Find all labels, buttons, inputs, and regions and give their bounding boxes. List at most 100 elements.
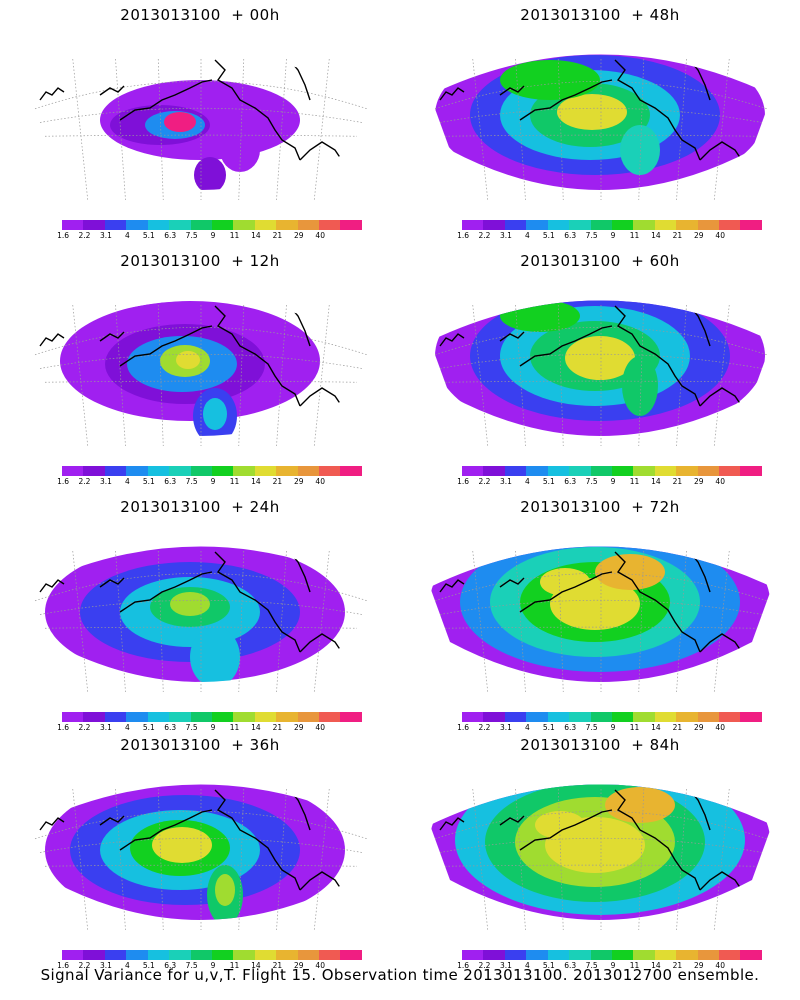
coastline: [519, 571, 613, 613]
colorbar-swatch: [211, 466, 234, 476]
colorbar-swatches: [62, 712, 362, 722]
panel-title: 2013013100 + 48h: [520, 6, 680, 24]
colorbar-tick-label: 21: [272, 961, 283, 970]
colorbar-tick-label: 7.5: [185, 231, 198, 240]
colorbar-tick-label: 5.1: [142, 961, 155, 970]
colorbar-tick-label: 9: [210, 477, 216, 486]
colorbar-swatch: [233, 712, 255, 722]
longitude-line: [557, 58, 564, 201]
colorbar-swatch: [654, 466, 677, 476]
longitude-line: [72, 788, 89, 931]
graticule: [434, 550, 768, 693]
coastline: [629, 784, 711, 831]
latitude-line: [39, 107, 363, 123]
colorbar-swatches: [62, 950, 362, 960]
colorbar-tick-label: 4: [124, 961, 130, 970]
variance-contour: [194, 157, 226, 190]
longitude-line: [313, 304, 330, 447]
colorbar-swatch: [547, 220, 570, 230]
longitude-line: [276, 58, 287, 201]
colorbar-tick-label: 29: [694, 723, 704, 732]
colorbar-tick-label: 11: [229, 723, 240, 732]
colorbar-swatch: [569, 712, 591, 722]
coastline: [499, 577, 525, 588]
colorbar: 1.6 2.2 3.1 4 5.1 6.3 7.5 9 11 14 21 29 40: [457, 220, 762, 244]
coastline: [439, 817, 465, 831]
colorbar-tick-label: 9: [610, 477, 616, 486]
colorbar-swatch: [147, 466, 170, 476]
colorbar-tick-label: 11: [629, 477, 640, 486]
colorbar-swatch: [633, 712, 655, 722]
map-plot: [430, 546, 770, 693]
coastline: [39, 579, 65, 593]
latitude-line: [439, 837, 763, 853]
latitude-line: [434, 573, 768, 602]
coastline: [629, 300, 711, 347]
colorbar-swatch: [740, 466, 762, 476]
colorbar-swatch: [504, 220, 527, 230]
colorbar-swatch: [254, 220, 277, 230]
colorbar-swatch: [526, 466, 548, 476]
colorbar-tick-label: 5.1: [142, 231, 155, 240]
colorbar-tick-label: 29: [694, 961, 704, 970]
colorbar-tick-label: 6.3: [564, 723, 577, 732]
colorbar-tick-label: 11: [629, 723, 640, 732]
colorbar-swatches: [462, 950, 762, 960]
colorbar-swatch: [740, 950, 762, 960]
colorbar-swatch: [697, 950, 720, 960]
coastlines: [439, 300, 753, 427]
longitude-line: [115, 550, 126, 693]
colorbar-swatch: [611, 712, 634, 722]
variance-field: [435, 300, 765, 436]
latitude-line: [34, 327, 368, 356]
colorbar-swatch: [526, 712, 548, 722]
longitude-line: [472, 550, 489, 693]
colorbar-swatch: [697, 712, 720, 722]
variance-contour: [152, 827, 212, 863]
colorbar-tick-label: 21: [272, 477, 283, 486]
colorbar-swatch: [126, 466, 148, 476]
coastline: [99, 85, 125, 96]
colorbar-tick-label: 11: [229, 477, 240, 486]
longitude-line: [238, 788, 245, 931]
variance-field: [45, 546, 345, 682]
colorbar-tick-label: 3.1: [99, 723, 112, 732]
colorbar-tick-label: 14: [251, 961, 261, 970]
latitude-line: [39, 353, 363, 369]
longitude-line: [238, 550, 245, 693]
colorbar-tick-label: 11: [629, 231, 640, 240]
graticule: [34, 58, 368, 201]
coastline: [614, 59, 701, 161]
variance-contour: [190, 627, 240, 682]
colorbar-tick-label: 14: [651, 961, 661, 970]
coastline: [99, 331, 125, 342]
colorbar-swatch: [104, 950, 127, 960]
colorbar-tick-label: 7.5: [585, 723, 598, 732]
colorbar-swatch: [569, 466, 591, 476]
coastline: [614, 305, 701, 407]
colorbar-swatch: [340, 950, 362, 960]
coastline: [629, 546, 711, 593]
colorbar-tick-label: 14: [651, 231, 661, 240]
colorbar-swatch: [611, 220, 634, 230]
colorbar-swatch: [233, 466, 255, 476]
colorbar-tick-label: 14: [251, 723, 261, 732]
colorbar-swatch: [340, 466, 362, 476]
longitude-line: [115, 788, 126, 931]
colorbar-tick-label: 6.3: [564, 231, 577, 240]
colorbar-swatch: [297, 712, 320, 722]
graticule: [34, 788, 368, 931]
coastline: [39, 87, 65, 101]
colorbar-tick-label: 2.2: [78, 477, 91, 486]
longitude-line: [313, 788, 330, 931]
longitude-line: [72, 304, 89, 447]
colorbar-swatch: [547, 950, 570, 960]
colorbar-swatch: [547, 466, 570, 476]
longitude-line: [676, 788, 687, 931]
coastline: [519, 325, 613, 367]
colorbar-swatches: [462, 712, 762, 722]
colorbar-tick-label: 1.6: [57, 961, 70, 970]
colorbar-tick-label: 1.6: [457, 723, 470, 732]
colorbar-tick-label: 3.1: [99, 477, 112, 486]
map-plot: [34, 54, 368, 201]
